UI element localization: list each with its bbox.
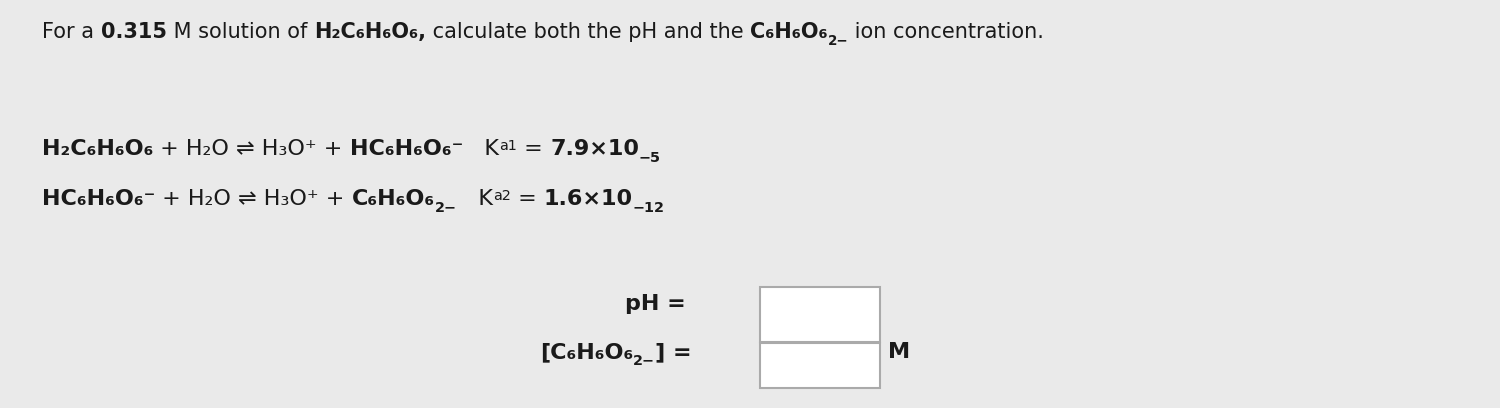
Text: 0.315: 0.315 (100, 22, 166, 42)
Text: K: K (464, 139, 500, 159)
Text: −12: −12 (633, 201, 664, 215)
Text: H₂C₆H₆O₆: H₂C₆H₆O₆ (42, 139, 153, 159)
Bar (760, 287, 880, 342)
Text: K: K (458, 189, 494, 209)
Bar (760, 343, 880, 388)
Text: a2: a2 (494, 189, 512, 203)
Text: ion concentration.: ion concentration. (849, 22, 1044, 42)
Text: calculate both the pH and the: calculate both the pH and the (426, 22, 750, 42)
Text: + H₂O ⇌ H₃O⁺ +: + H₂O ⇌ H₃O⁺ + (156, 189, 352, 209)
Text: M solution of: M solution of (166, 22, 314, 42)
Text: ] =: ] = (656, 342, 692, 362)
Text: For a: For a (42, 22, 100, 42)
Text: C₆H₆O₆: C₆H₆O₆ (750, 22, 828, 42)
Text: HC₆H₆O₆⁻: HC₆H₆O₆⁻ (42, 189, 156, 209)
Text: 2−: 2− (435, 201, 457, 215)
Text: pH =: pH = (626, 294, 686, 314)
Text: C₆H₆O₆: C₆H₆O₆ (352, 189, 435, 209)
Text: 1.6×10: 1.6×10 (543, 189, 633, 209)
Text: H₂C₆H₆O₆,: H₂C₆H₆O₆, (314, 22, 426, 42)
Text: 2−: 2− (633, 354, 656, 368)
Text: M: M (888, 342, 910, 362)
Text: 7.9×10: 7.9×10 (550, 139, 639, 159)
Text: 2−: 2− (828, 34, 849, 48)
Text: −5: −5 (639, 151, 662, 165)
Text: [C₆H₆O₆: [C₆H₆O₆ (540, 342, 633, 362)
Text: =: = (512, 189, 543, 209)
Text: a1: a1 (500, 139, 517, 153)
Text: + H₂O ⇌ H₃O⁺ +: + H₂O ⇌ H₃O⁺ + (153, 139, 350, 159)
Text: HC₆H₆O₆⁻: HC₆H₆O₆⁻ (350, 139, 464, 159)
Text: =: = (518, 139, 550, 159)
